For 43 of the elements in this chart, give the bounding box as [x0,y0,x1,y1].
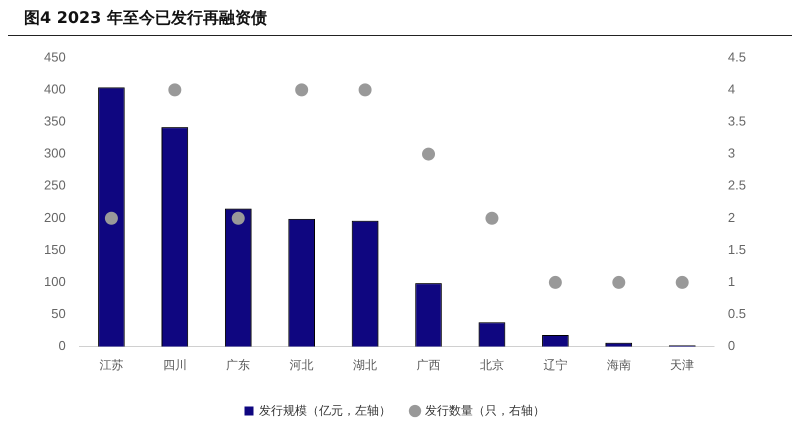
y2-tick-label: 3 [728,146,736,161]
y-tick-label: 150 [44,242,66,257]
point [676,276,689,289]
y-tick-label: 450 [44,49,66,64]
x-tick-label: 湖北 [353,358,378,372]
y2-tick-label: 1 [728,274,736,289]
y-tick-label: 350 [44,114,66,129]
x-tick-label: 北京 [480,358,504,372]
point [295,83,308,96]
x-tick-label: 广西 [416,358,441,372]
y-tick-label: 50 [51,306,66,322]
y2-tick-label: 0.5 [728,306,746,322]
y2-tick-label: 4.5 [728,49,746,64]
legend-label: 发行规模（亿元，左轴） [259,403,391,418]
point [232,212,245,225]
x-tick-label: 辽宁 [543,358,568,372]
y-tick-label: 0 [58,338,66,354]
y2-tick-label: 4 [728,81,736,96]
point [104,212,118,225]
chart-title: 图4 2023 年至今已发行再融资债 [8,4,792,36]
x-tick-label: 海南 [606,358,631,372]
x-tick-label: 江苏 [99,358,124,372]
point [358,83,372,96]
point [168,83,182,96]
y2-tick-label: 2 [728,210,736,225]
x-tick-label: 四川 [162,358,187,372]
legend-label: 发行数量（只，右轴） [425,403,545,418]
point [548,276,562,289]
point [422,148,436,161]
x-tick-label: 河北 [290,358,314,372]
y2-tick-label: 0 [728,338,736,354]
y-tick-label: 300 [44,146,66,161]
y-tick-label: 100 [44,274,66,289]
y-tick-label: 400 [44,81,66,96]
point [612,276,626,289]
point [485,212,498,225]
y2-tick-label: 2.5 [728,178,746,193]
y2-tick-label: 1.5 [728,242,746,257]
x-tick-label: 广东 [226,358,250,372]
y-tick-label: 200 [44,210,66,225]
y2-tick-label: 3.5 [728,114,746,129]
x-tick-label: 天津 [670,358,694,372]
y-tick-label: 250 [44,178,66,193]
